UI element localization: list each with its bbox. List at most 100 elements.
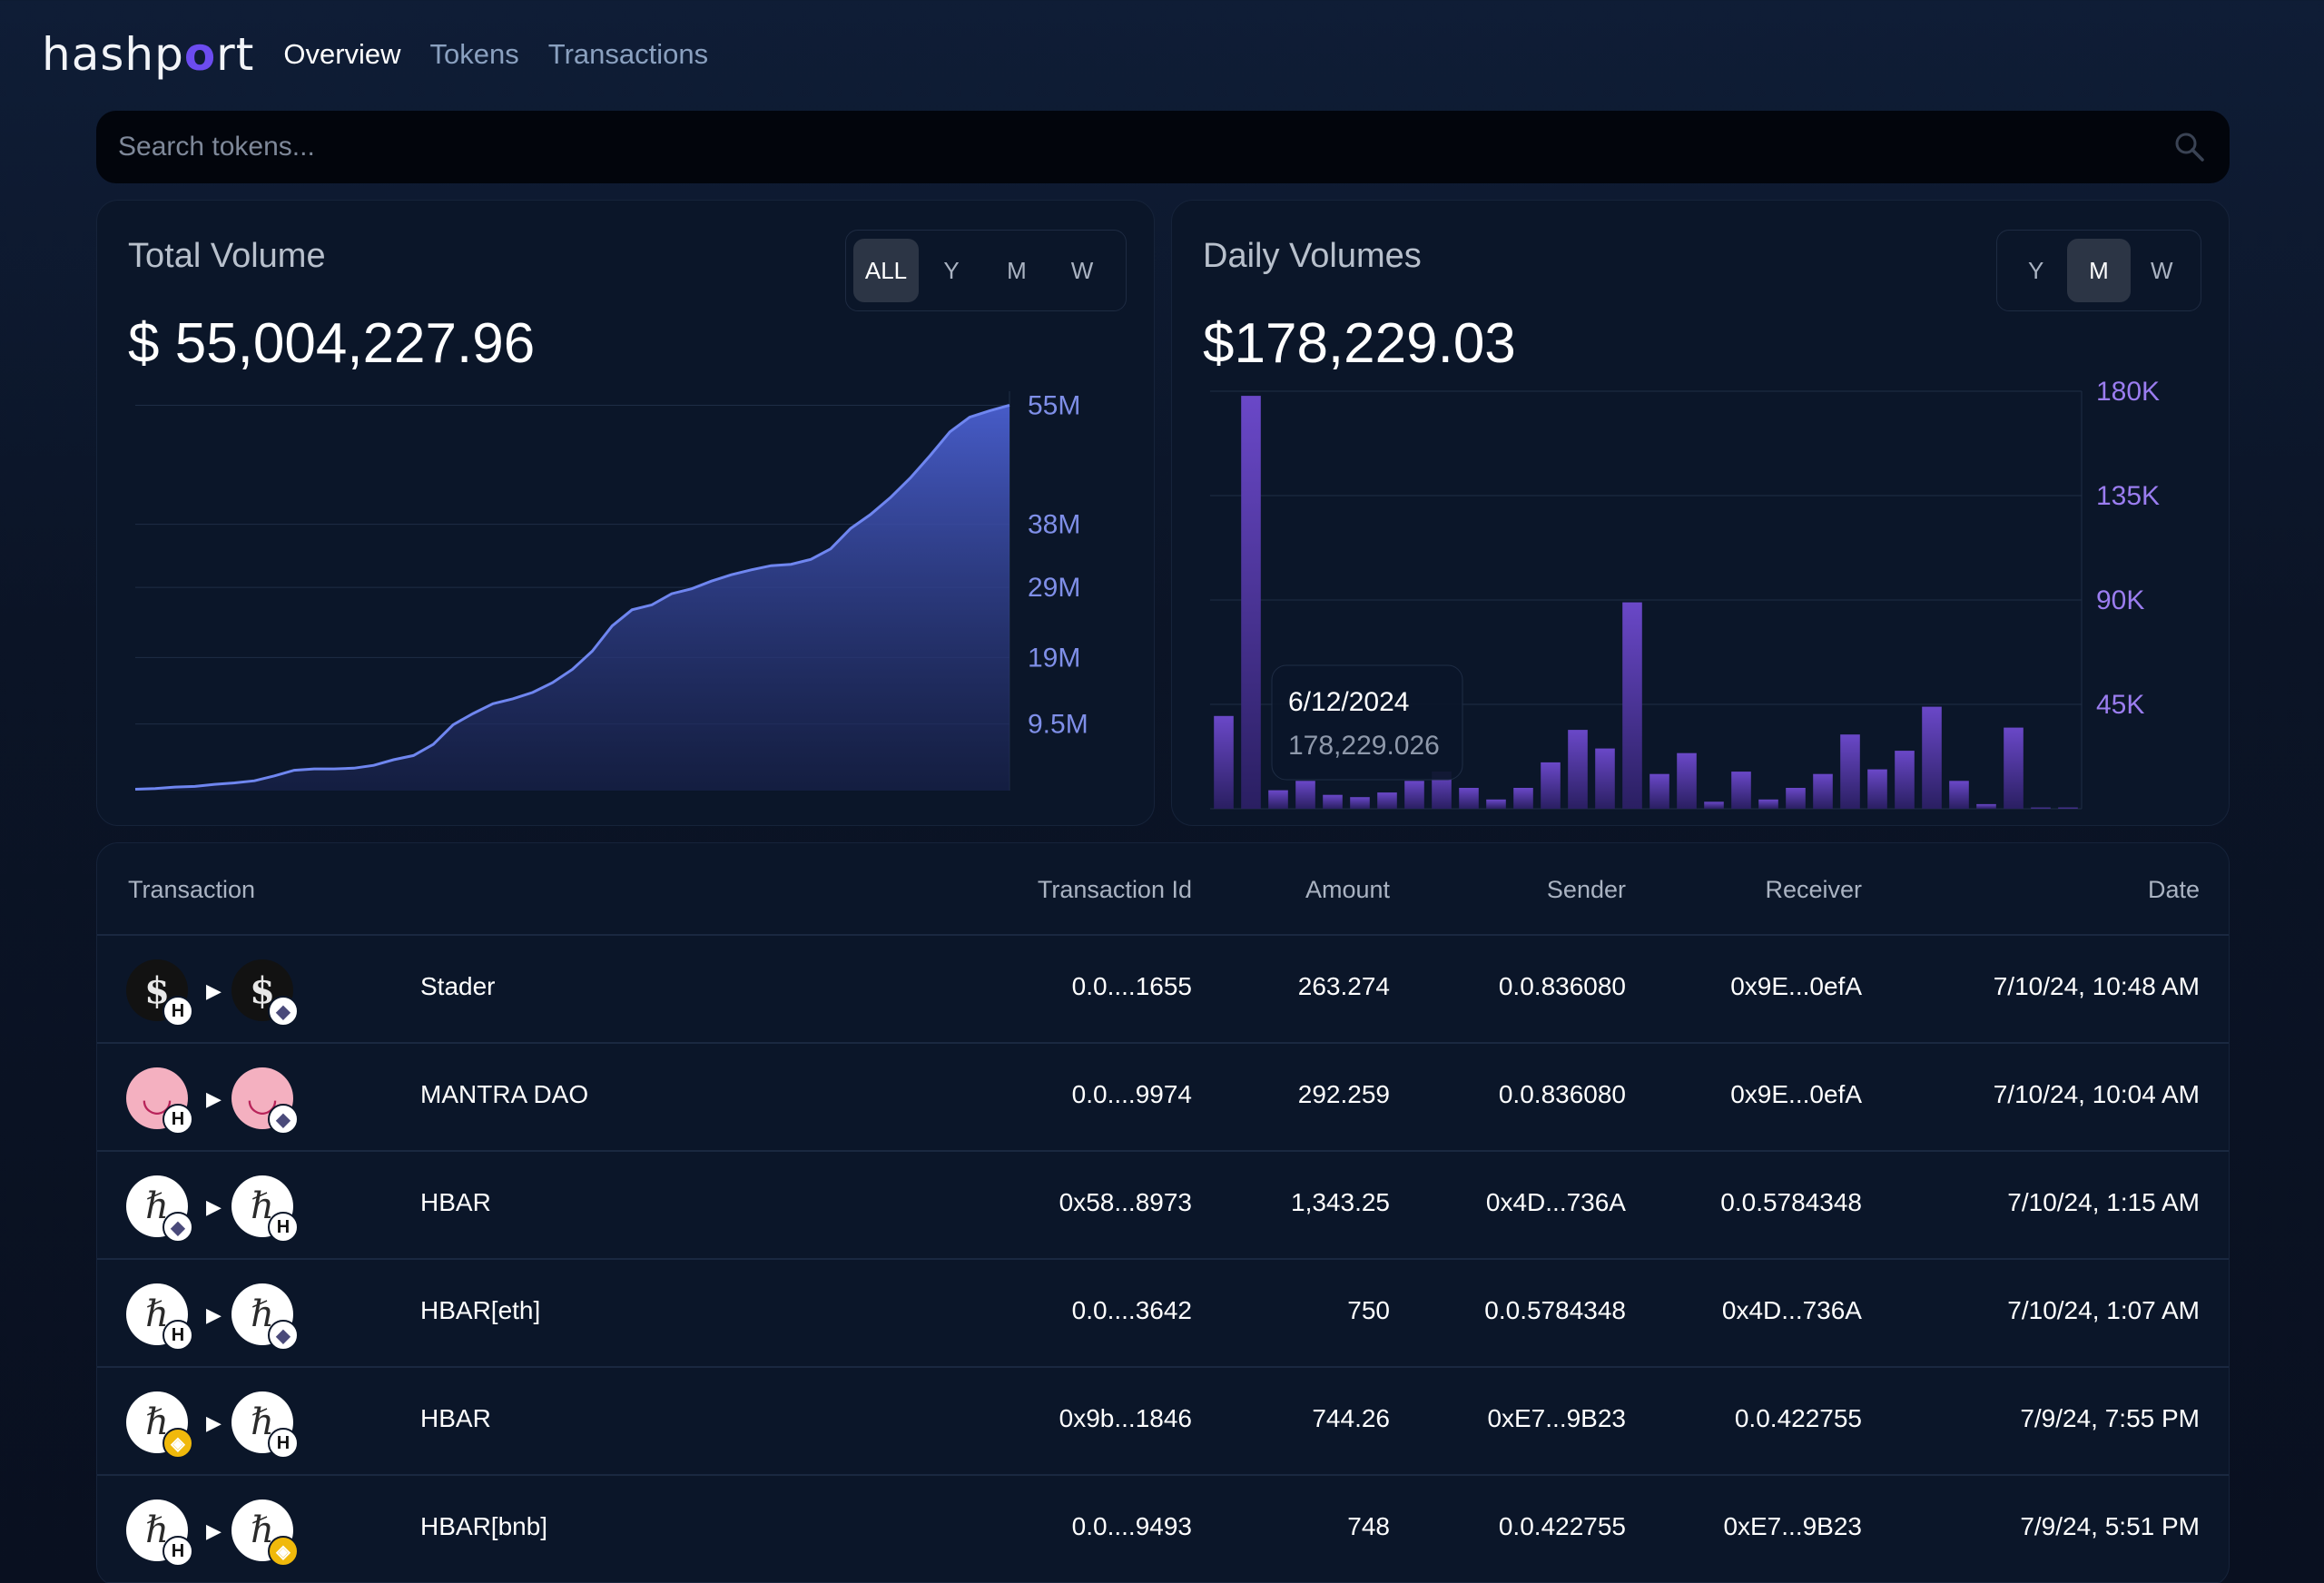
sender[interactable]: 0.0.5784348 xyxy=(1484,1296,1626,1324)
daily-volume-bar xyxy=(1731,772,1751,809)
daily-volumes-chart[interactable]: 180K 135K 90K 45K 6/12/2024 178,229.026 xyxy=(1172,201,2230,827)
hbar-token-icon: ℏ ◈ xyxy=(231,1499,299,1567)
daily-volume-bar xyxy=(1976,803,1996,809)
token-pair: ℏ ◆ ▶ ℏ H xyxy=(126,1175,308,1243)
table-row[interactable]: ℏ ◈ ▶ ℏ H HBAR 0x9b...1846 744.26 0xE7...9B23 0.0… xyxy=(97,1368,2229,1476)
sender[interactable]: 0.0.836080 xyxy=(1498,972,1626,1000)
amount: 263.274 xyxy=(1297,972,1390,1000)
range-year-button[interactable]: Y xyxy=(2027,256,2044,284)
hashport-logo[interactable]: hashp o rt xyxy=(42,28,255,81)
network-badge-icon: ◈ xyxy=(162,1428,193,1459)
hbar-token-icon: ℏ ◆ xyxy=(126,1175,193,1243)
daily-volume-bar xyxy=(1350,797,1370,809)
nav-transactions[interactable]: Transactions xyxy=(547,38,709,70)
mantra-token-icon: ◡ ◆ xyxy=(231,1067,299,1135)
receiver[interactable]: 0xE7...9B23 xyxy=(1723,1512,1862,1540)
search-input[interactable] xyxy=(118,132,2171,162)
network-badge-icon: ◆ xyxy=(268,996,299,1027)
range-month-button[interactable]: M xyxy=(2067,239,2131,302)
network-badge-icon: H xyxy=(162,996,193,1027)
table-header: Transaction Transaction Id Amount Sender… xyxy=(97,843,2229,936)
y-tick-label: 55M xyxy=(1028,390,1080,420)
transaction-id[interactable]: 0.0....9493 xyxy=(1071,1512,1192,1540)
daily-volumes-title: Daily Volumes xyxy=(1203,237,1422,275)
token-name: HBAR xyxy=(420,1188,491,1216)
search-icon[interactable] xyxy=(2171,129,2208,165)
amount: 292.259 xyxy=(1297,1080,1390,1108)
network-badge-icon: ◈ xyxy=(268,1536,299,1567)
daily-volume-bar xyxy=(1677,752,1697,809)
daily-volumes-value: $178,229.03 xyxy=(1203,312,1516,375)
col-sender: Sender xyxy=(1546,876,1626,903)
daily-volume-bar xyxy=(1214,715,1234,809)
col-amount: Amount xyxy=(1305,876,1390,903)
arrow-right-icon: ▶ xyxy=(206,1519,222,1542)
total-volume-chart[interactable]: 55M 38M 29M 19M 9.5M xyxy=(97,201,1156,827)
stader-token-icon: $ H xyxy=(126,959,193,1027)
arrow-right-icon: ▶ xyxy=(206,1303,222,1326)
daily-volumes-card: Daily Volumes $178,229.03 Y M W 180K 135K… xyxy=(1171,200,2230,826)
range-year-button[interactable]: Y xyxy=(943,256,960,284)
arrow-right-icon: ▶ xyxy=(206,979,222,1002)
daily-volume-bar xyxy=(1268,790,1288,809)
daily-volumes-range-selector: Y M W xyxy=(1996,230,2201,311)
transaction-id[interactable]: 0x9b...1846 xyxy=(1059,1404,1192,1432)
receiver[interactable]: 0x9E...0efA xyxy=(1730,972,1862,1000)
transaction-id[interactable]: 0.0....1655 xyxy=(1071,972,1192,1000)
daily-volume-bar xyxy=(1895,751,1915,809)
daily-volume-bar xyxy=(2004,727,2024,809)
daily-volume-bar xyxy=(1704,801,1724,809)
daily-volume-bar xyxy=(1840,734,1860,809)
nav-tokens[interactable]: Tokens xyxy=(429,38,519,70)
date: 7/10/24, 1:15 AM xyxy=(2007,1188,2200,1216)
amount: 750 xyxy=(1347,1296,1390,1324)
transactions-table: Transaction Transaction Id Amount Sender… xyxy=(96,842,2230,1583)
date: 7/10/24, 10:48 AM xyxy=(1993,972,2200,1000)
network-badge-icon: ◆ xyxy=(268,1320,299,1351)
receiver[interactable]: 0x4D...736A xyxy=(1721,1296,1862,1324)
total-volume-card: Total Volume $ 55,004,227.96 ALL Y M W 5… xyxy=(96,200,1155,826)
daily-volume-bar xyxy=(1813,773,1833,809)
daily-volume-bar xyxy=(1786,788,1806,809)
table-row[interactable]: ℏ H ▶ ℏ ◈ HBAR[bnb] 0.0....9493 748 0.0.422755 0x… xyxy=(97,1476,2229,1583)
daily-volume-bar xyxy=(1758,799,1778,809)
sender[interactable]: 0.0.422755 xyxy=(1498,1512,1626,1540)
token-pair: ◡ H ▶ ◡ ◆ xyxy=(126,1067,308,1135)
transaction-id[interactable]: 0x58...8973 xyxy=(1059,1188,1192,1216)
table-row[interactable]: ◡ H ▶ ◡ ◆ MANTRA DAO 0.0....9974 292.259 0.0.836… xyxy=(97,1044,2229,1152)
receiver[interactable]: 0.0.5784348 xyxy=(1720,1188,1862,1216)
receiver[interactable]: 0x9E...0efA xyxy=(1730,1080,1862,1108)
total-volume-title: Total Volume xyxy=(128,237,326,275)
range-week-button[interactable]: W xyxy=(1070,256,1094,284)
daily-volume-bar xyxy=(1486,799,1506,809)
y-tick-label: 9.5M xyxy=(1028,710,1088,740)
sender[interactable]: 0.0.836080 xyxy=(1498,1080,1626,1108)
sender[interactable]: 0xE7...9B23 xyxy=(1487,1404,1626,1432)
amount: 748 xyxy=(1347,1512,1390,1540)
network-badge-icon: ◆ xyxy=(268,1104,299,1135)
transaction-id[interactable]: 0.0....9974 xyxy=(1071,1080,1192,1108)
network-badge-icon: ◆ xyxy=(162,1212,193,1243)
daily-volume-bar xyxy=(1595,748,1615,809)
total-volume-range-selector: ALL Y M W xyxy=(845,230,1127,311)
network-badge-icon: H xyxy=(162,1536,193,1567)
col-transaction-id: Transaction Id xyxy=(1037,876,1192,903)
table-row[interactable]: ℏ H ▶ ℏ ◆ HBAR[eth] 0.0....3642 750 0.0.5784348 0… xyxy=(97,1260,2229,1368)
transaction-id[interactable]: 0.0....3642 xyxy=(1071,1296,1192,1324)
col-receiver: Receiver xyxy=(1765,876,1862,903)
date: 7/9/24, 5:51 PM xyxy=(2020,1512,2200,1540)
col-date: Date xyxy=(2147,876,2200,903)
network-badge-icon: H xyxy=(162,1104,193,1135)
token-pair: ℏ H ▶ ℏ ◆ xyxy=(126,1283,308,1351)
date: 7/10/24, 1:07 AM xyxy=(2007,1296,2200,1324)
range-all-button[interactable]: ALL xyxy=(853,239,919,302)
nav-overview[interactable]: Overview xyxy=(283,38,401,70)
table-row[interactable]: $ H ▶ $ ◆ Stader 0.0....1655 263.274 0.0.836080 0… xyxy=(97,936,2229,1044)
sender[interactable]: 0x4D...736A xyxy=(1485,1188,1626,1216)
range-week-button[interactable]: W xyxy=(2151,256,2173,284)
receiver[interactable]: 0.0.422755 xyxy=(1734,1404,1862,1432)
range-month-button[interactable]: M xyxy=(1007,256,1027,284)
table-row[interactable]: ℏ ◆ ▶ ℏ H HBAR 0x58...8973 1,343.25 0x4D...736A 0… xyxy=(97,1152,2229,1260)
